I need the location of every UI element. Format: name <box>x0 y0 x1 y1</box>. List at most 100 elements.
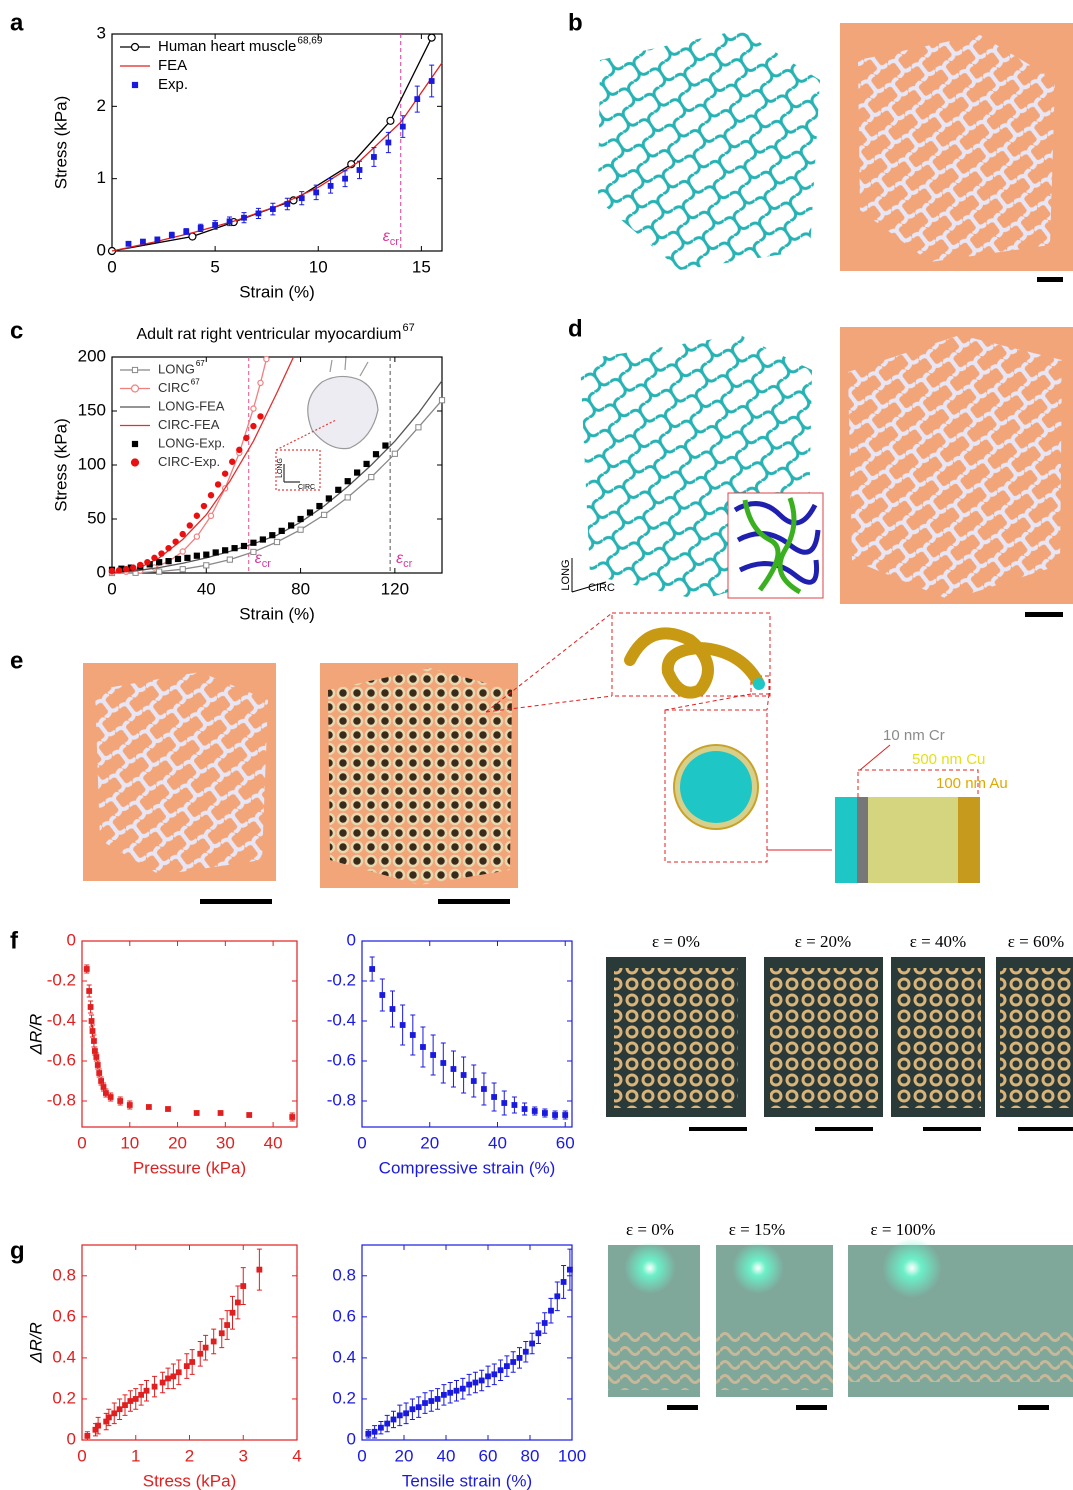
photo-label: ε = 15% <box>729 1220 785 1239</box>
marker <box>132 44 139 51</box>
lattice-photo <box>848 335 1062 600</box>
axis-text: LONG <box>277 458 284 478</box>
marker <box>89 1019 94 1024</box>
plot-frame <box>362 1245 572 1440</box>
y-tick-label: -0.2 <box>47 970 76 989</box>
legend-label: CIRC-Exp. <box>158 454 220 469</box>
marker <box>357 168 362 173</box>
marker <box>317 503 322 508</box>
marker <box>133 1397 138 1402</box>
marker <box>372 1429 377 1434</box>
x-tick-label: 40 <box>197 579 216 598</box>
y-tick-label: 0.4 <box>52 1347 76 1366</box>
marker <box>435 1397 440 1402</box>
marker <box>270 207 275 212</box>
y-tick-label: -0.6 <box>47 1050 76 1069</box>
lattice-photo <box>95 672 268 875</box>
marker <box>416 1405 421 1410</box>
marker <box>160 1380 165 1385</box>
x-axis-label: Pressure (kPa) <box>133 1158 246 1177</box>
marker <box>112 1411 117 1416</box>
photo-label: ε = 40% <box>910 932 966 951</box>
lattice-photo <box>858 35 1055 262</box>
marker <box>404 1411 409 1416</box>
marker <box>190 1360 195 1365</box>
marker <box>373 452 378 457</box>
x-tick-label: 20 <box>168 1133 187 1152</box>
marker <box>169 233 174 238</box>
legend-sup: 68,69 <box>297 36 322 47</box>
marker <box>132 385 139 392</box>
coated-lattice-photo <box>328 668 512 885</box>
marker <box>194 513 199 518</box>
marker <box>439 398 444 403</box>
marker <box>230 459 235 464</box>
y-tick-label: -0.4 <box>47 1010 76 1029</box>
marker <box>223 548 228 553</box>
legend-label: Exp. <box>158 76 188 93</box>
marker <box>460 1386 465 1391</box>
x-tick-label: 15 <box>412 257 431 276</box>
marker <box>171 1374 176 1379</box>
marker <box>166 559 171 564</box>
x-tick-label: 1 <box>131 1446 140 1465</box>
marker <box>194 553 199 558</box>
marker <box>218 1111 223 1116</box>
marker <box>244 435 249 440</box>
marker <box>85 1433 90 1438</box>
layer-label: 100 nm Au <box>936 775 1008 792</box>
marker <box>144 1388 149 1393</box>
heart-sketch <box>276 356 378 490</box>
y-tick-label: 0.6 <box>52 1306 76 1325</box>
y-tick-label: 3 <box>97 23 106 42</box>
y-tick-label: 200 <box>78 346 106 365</box>
photo-label: ε = 100% <box>871 1220 936 1239</box>
marker <box>555 1294 560 1299</box>
marker <box>166 1107 171 1112</box>
marker <box>410 1033 415 1038</box>
marker <box>431 1053 436 1058</box>
y-tick-label: 0.8 <box>52 1265 76 1284</box>
marker <box>517 1355 522 1360</box>
marker <box>486 1374 491 1379</box>
marker <box>96 1423 101 1428</box>
marker <box>132 459 139 466</box>
marker <box>299 196 304 201</box>
axis-text: CIRC <box>298 484 315 491</box>
marker <box>141 239 146 244</box>
marker <box>204 552 209 557</box>
marker <box>397 1413 402 1418</box>
marker <box>543 1111 548 1116</box>
marker <box>251 424 256 429</box>
marker <box>326 496 331 501</box>
axis-text: LONG <box>560 559 572 590</box>
y-axis-label: ΔR/R <box>26 1322 45 1364</box>
marker <box>386 140 391 145</box>
marker <box>343 176 348 181</box>
photo-label: ε = 0% <box>652 932 700 951</box>
x-tick-label: 40 <box>437 1446 456 1465</box>
marker <box>208 493 213 498</box>
marker <box>355 470 360 475</box>
marker <box>232 546 237 551</box>
panel-label: c <box>10 317 23 344</box>
layer-label: 10 nm Cr <box>883 727 945 744</box>
marker <box>512 1103 517 1108</box>
marker <box>235 1300 240 1305</box>
y-tick-label: 0.4 <box>332 1347 356 1366</box>
arrow <box>860 745 890 770</box>
legend-label: LONG-Exp. <box>158 435 225 450</box>
x-axis-label: Tensile strain (%) <box>402 1471 532 1490</box>
x-tick-label: 4 <box>292 1446 301 1465</box>
cross-section <box>753 678 765 690</box>
x-axis-label: Stress (kPa) <box>143 1471 237 1490</box>
legend-label: FEA <box>158 57 187 74</box>
marker <box>492 1372 497 1377</box>
marker <box>366 1431 371 1436</box>
marker <box>370 967 375 972</box>
scale-bar <box>1025 612 1063 617</box>
y-axis-label: ΔR/R <box>26 1014 45 1056</box>
marker <box>88 1005 93 1010</box>
marker <box>184 1364 189 1369</box>
x-tick-label: 0 <box>357 1133 366 1152</box>
